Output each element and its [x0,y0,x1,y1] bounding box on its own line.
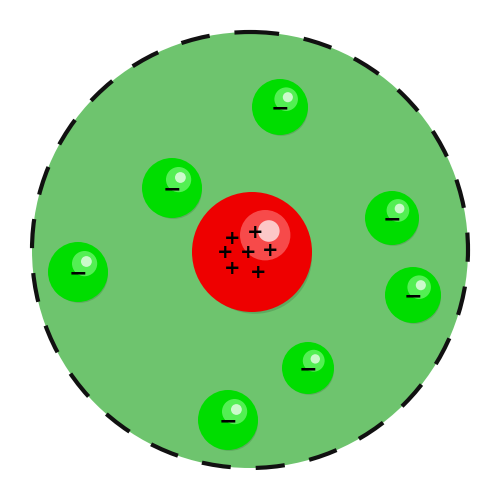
Text: −: − [218,412,238,432]
Circle shape [51,246,108,303]
Circle shape [142,158,202,218]
Text: +: + [224,228,240,248]
Text: +: + [250,262,266,281]
Circle shape [368,194,419,246]
Circle shape [198,200,312,314]
Text: −: − [270,98,289,118]
Circle shape [192,192,312,312]
Circle shape [252,79,308,135]
Circle shape [394,204,404,214]
Text: −: − [162,180,182,200]
Text: −: − [68,264,87,283]
Text: +: + [247,222,263,242]
Circle shape [231,404,242,415]
Circle shape [201,394,258,451]
Circle shape [240,210,290,260]
Circle shape [81,256,92,267]
Text: +: + [262,240,278,260]
Circle shape [145,162,202,219]
Circle shape [166,167,191,192]
Circle shape [198,390,258,450]
Circle shape [284,346,334,395]
Circle shape [388,270,441,324]
Circle shape [386,199,409,222]
Circle shape [416,280,426,290]
Circle shape [365,191,419,245]
Circle shape [283,92,293,102]
Text: +: + [240,242,256,262]
Text: +: + [217,242,233,262]
Circle shape [255,82,308,136]
Text: +: + [224,258,240,278]
Circle shape [385,267,441,323]
Circle shape [175,172,186,183]
Circle shape [408,276,431,299]
Circle shape [274,88,298,111]
Text: −: − [298,360,318,380]
Circle shape [48,242,108,302]
Circle shape [303,350,324,372]
Circle shape [310,354,320,364]
Circle shape [258,220,280,242]
Circle shape [72,251,97,276]
Circle shape [32,32,468,468]
Text: −: − [404,286,422,306]
Circle shape [222,399,247,424]
Text: −: − [382,210,402,230]
Circle shape [282,342,334,394]
